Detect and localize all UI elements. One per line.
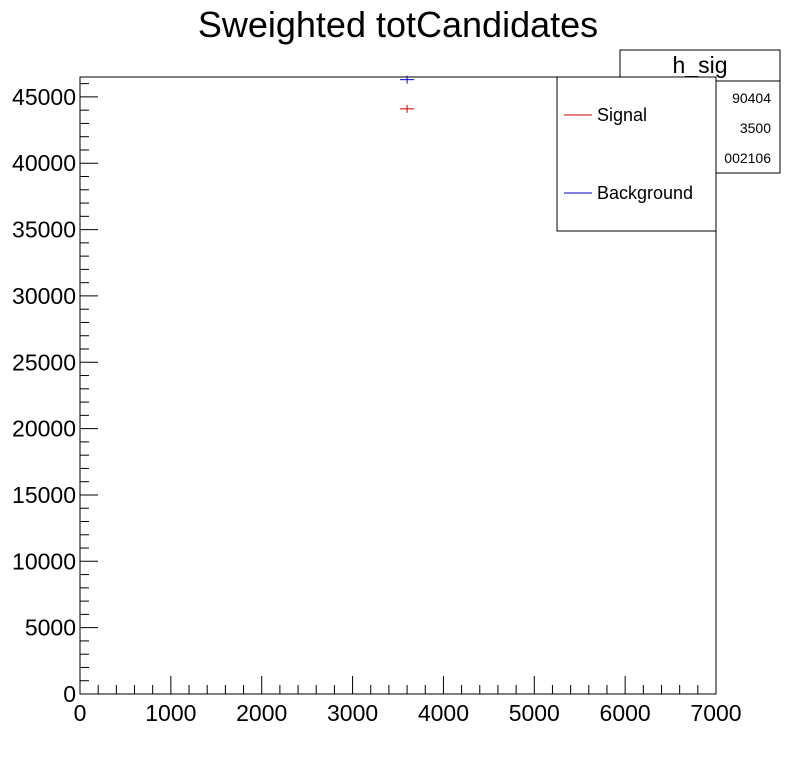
y-tick-label: 30000 bbox=[12, 283, 76, 309]
y-tick-label: 25000 bbox=[12, 349, 76, 375]
y-tick-label: 15000 bbox=[12, 482, 76, 508]
y-tick-label: 20000 bbox=[12, 416, 76, 442]
chart-title: Sweighted totCandidates bbox=[198, 4, 598, 45]
data-points bbox=[400, 75, 415, 113]
y-tick-label: 0 bbox=[63, 681, 76, 707]
y-tick-label: 10000 bbox=[12, 548, 76, 574]
y-tick-label: 35000 bbox=[12, 217, 76, 243]
stats-value-1: 90404 bbox=[732, 90, 771, 106]
x-tick-label: 7000 bbox=[690, 700, 741, 726]
x-tick-label: 0 bbox=[74, 700, 87, 726]
stats-value-2: 3500 bbox=[740, 120, 771, 136]
point-background bbox=[400, 75, 415, 84]
plot-frame bbox=[79, 76, 717, 695]
legend-frame bbox=[556, 76, 717, 232]
x-tick-label: 1000 bbox=[145, 700, 196, 726]
point-signal bbox=[400, 104, 415, 113]
plot-axes: 0 1000 2000 3000 4000 5000 6000 7000 0 5000 10000 1… bbox=[12, 76, 742, 726]
x-tick-label: 3000 bbox=[327, 700, 378, 726]
x-tick-label: 5000 bbox=[509, 700, 560, 726]
x-tick-label: 6000 bbox=[600, 700, 651, 726]
stats-value-3: 002106 bbox=[724, 150, 771, 166]
legend-label-signal: Signal bbox=[597, 105, 647, 125]
stats-box-title: h_sig bbox=[673, 52, 728, 78]
x-tick-label: 2000 bbox=[236, 700, 287, 726]
y-tick-label: 5000 bbox=[25, 615, 76, 641]
legend-label-background: Background bbox=[597, 183, 693, 203]
x-tick-label: 4000 bbox=[418, 700, 469, 726]
y-tick-label: 45000 bbox=[12, 84, 76, 110]
y-tick-label: 40000 bbox=[12, 150, 76, 176]
legend: Signal Background bbox=[556, 76, 717, 232]
